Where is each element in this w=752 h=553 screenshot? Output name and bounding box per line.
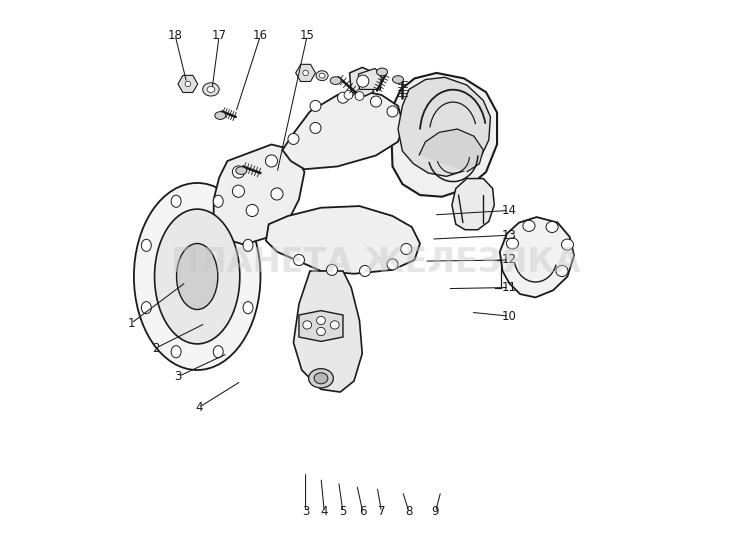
Ellipse shape <box>215 112 226 119</box>
Text: 8: 8 <box>405 505 413 519</box>
Text: 14: 14 <box>502 204 517 217</box>
Text: ПЛАНЕТА ЖЕЛЕЗЯКА: ПЛАНЕТА ЖЕЛЕЗЯКА <box>171 246 581 279</box>
Polygon shape <box>391 73 497 197</box>
Ellipse shape <box>316 71 328 81</box>
Polygon shape <box>178 75 198 92</box>
Polygon shape <box>419 129 484 172</box>
Ellipse shape <box>243 239 253 252</box>
Ellipse shape <box>243 301 253 314</box>
Ellipse shape <box>330 321 339 329</box>
Ellipse shape <box>338 92 348 103</box>
Ellipse shape <box>377 68 387 76</box>
Text: 17: 17 <box>211 29 226 42</box>
Ellipse shape <box>293 254 305 265</box>
Polygon shape <box>359 69 381 90</box>
Ellipse shape <box>154 209 240 344</box>
Text: 5: 5 <box>339 505 347 519</box>
Polygon shape <box>266 206 420 274</box>
Ellipse shape <box>310 122 321 133</box>
Polygon shape <box>398 77 490 176</box>
Ellipse shape <box>203 83 219 96</box>
Text: 10: 10 <box>502 310 517 322</box>
Ellipse shape <box>523 221 535 231</box>
Ellipse shape <box>141 301 151 314</box>
Text: 13: 13 <box>502 229 517 242</box>
Ellipse shape <box>562 239 574 250</box>
Ellipse shape <box>387 259 398 270</box>
Text: 3: 3 <box>174 370 181 383</box>
Ellipse shape <box>214 195 223 207</box>
Ellipse shape <box>303 321 311 329</box>
Ellipse shape <box>387 106 398 117</box>
Ellipse shape <box>314 373 328 384</box>
Text: 3: 3 <box>302 505 309 519</box>
Ellipse shape <box>185 81 190 87</box>
Ellipse shape <box>319 73 325 78</box>
Ellipse shape <box>177 243 218 310</box>
Text: 15: 15 <box>300 29 314 42</box>
Text: 6: 6 <box>359 505 366 519</box>
Ellipse shape <box>134 183 260 370</box>
Ellipse shape <box>141 239 151 252</box>
Ellipse shape <box>393 76 404 84</box>
Ellipse shape <box>556 265 568 276</box>
Polygon shape <box>350 67 375 96</box>
Ellipse shape <box>355 92 364 101</box>
Ellipse shape <box>330 77 341 85</box>
Text: 9: 9 <box>432 505 439 519</box>
Ellipse shape <box>506 238 519 249</box>
Ellipse shape <box>171 346 181 358</box>
Text: 7: 7 <box>378 505 385 519</box>
Ellipse shape <box>344 91 353 100</box>
Ellipse shape <box>546 222 558 232</box>
Ellipse shape <box>310 101 321 112</box>
Polygon shape <box>283 91 404 169</box>
Ellipse shape <box>171 195 181 207</box>
Ellipse shape <box>207 86 215 92</box>
Ellipse shape <box>303 70 308 76</box>
Ellipse shape <box>236 166 247 174</box>
Polygon shape <box>452 179 494 229</box>
Text: 1: 1 <box>127 317 135 330</box>
Polygon shape <box>214 144 305 244</box>
Ellipse shape <box>232 185 244 197</box>
Ellipse shape <box>317 316 326 325</box>
Ellipse shape <box>326 264 338 275</box>
Text: 11: 11 <box>502 281 517 294</box>
Text: 18: 18 <box>168 29 183 42</box>
Polygon shape <box>293 271 362 392</box>
Ellipse shape <box>232 166 244 178</box>
Text: 2: 2 <box>152 342 159 354</box>
Text: 4: 4 <box>320 505 328 519</box>
Polygon shape <box>500 217 574 298</box>
Ellipse shape <box>359 265 371 276</box>
Polygon shape <box>296 64 316 81</box>
Ellipse shape <box>371 96 381 107</box>
Ellipse shape <box>271 188 283 200</box>
Polygon shape <box>299 311 343 341</box>
Ellipse shape <box>356 75 368 87</box>
Text: 16: 16 <box>253 29 268 42</box>
Ellipse shape <box>317 327 326 336</box>
Ellipse shape <box>214 346 223 358</box>
Text: 12: 12 <box>502 253 517 267</box>
Ellipse shape <box>265 155 277 167</box>
Ellipse shape <box>246 205 258 217</box>
Ellipse shape <box>401 243 412 254</box>
Ellipse shape <box>308 369 333 388</box>
Text: 4: 4 <box>195 401 202 414</box>
Ellipse shape <box>288 133 299 144</box>
